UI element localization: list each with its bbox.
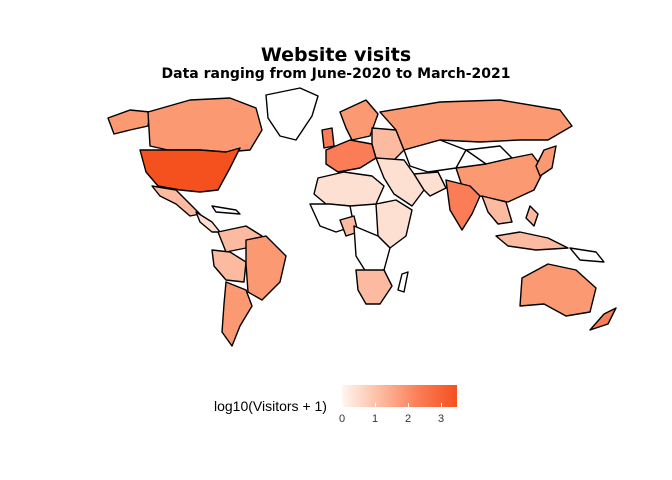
region-argentina-chile [221,281,253,347]
region-greenland [265,87,319,141]
legend-color-bar [342,385,457,407]
region-uk [321,127,335,149]
legend-tickmark [441,403,442,407]
region-north-africa [313,171,385,207]
map-title: Website visits [260,44,412,66]
region-turkey-middle-east [375,157,425,207]
legend-tickmark [375,403,376,407]
legend-tick-label: 0 [338,413,346,425]
legend-tick-label: 3 [437,413,445,425]
legend-tick-label: 1 [371,413,379,425]
region-russia [379,99,573,151]
region-madagascar [397,271,409,293]
region-philippines [525,205,539,227]
region-brazil [245,235,287,301]
region-alaska [107,109,151,135]
region-new-zealand [589,307,617,331]
region-caribbean [211,205,241,215]
region-peru-bolivia [211,249,247,283]
region-india [445,179,481,231]
region-canada [147,97,263,153]
region-iran [413,171,447,197]
legend-tickmark [408,403,409,407]
region-indonesia [495,231,569,251]
region-western-europe [325,139,377,173]
region-japan [535,145,557,177]
region-scandinavia [339,99,379,141]
region-mexico [151,185,201,217]
region-papua [569,247,605,263]
region-australia [519,263,597,317]
region-southern-africa [355,269,393,305]
region-southeast-asia [481,195,513,225]
legend-tick-label: 2 [404,413,412,425]
region-usa [139,147,241,193]
legend-title: log10(Visitors + 1) [214,398,327,414]
legend-tickmark [342,403,343,407]
region-central-america [195,211,221,233]
map-subtitle: Data ranging from June-2020 to March-202… [161,66,511,82]
